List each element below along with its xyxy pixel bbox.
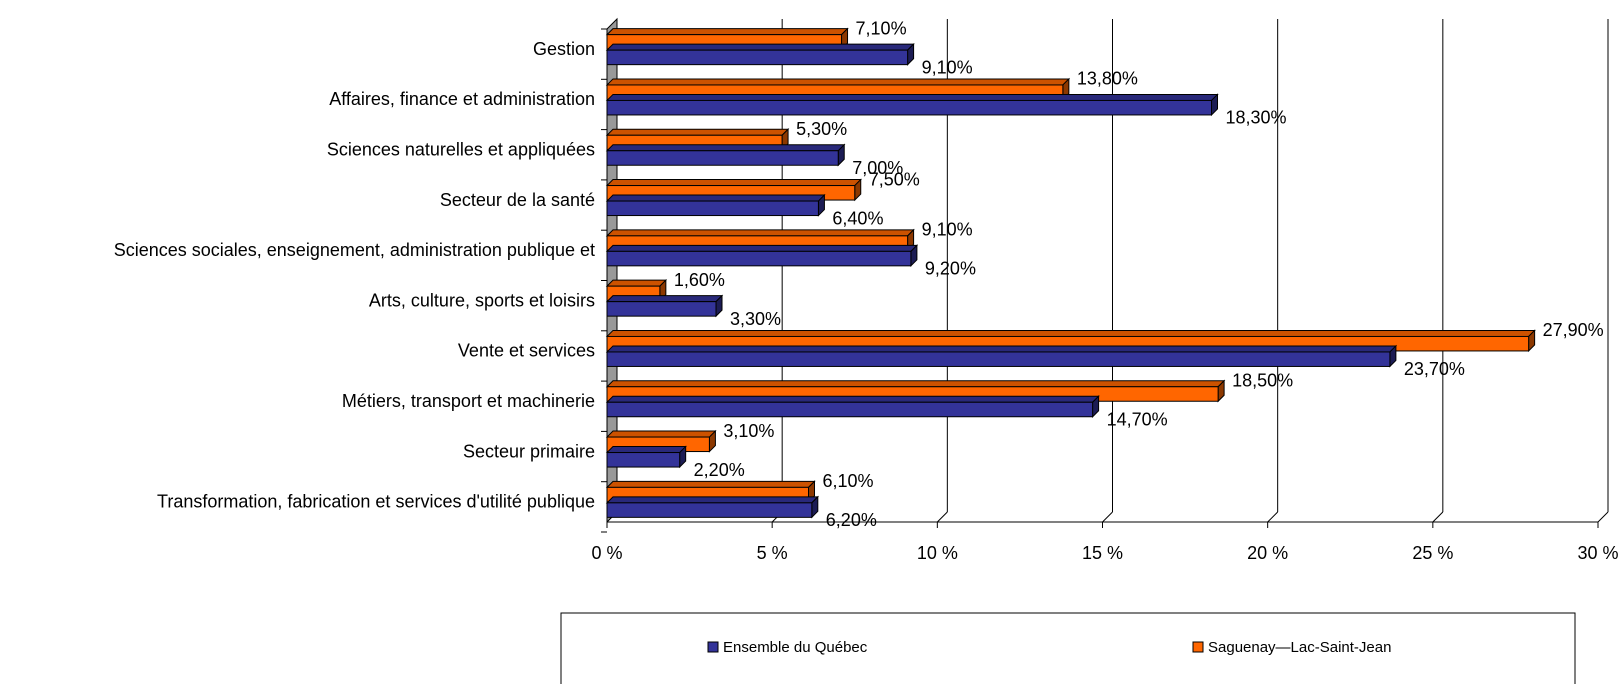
bar-face xyxy=(605,43,915,51)
value-label: 7,50% xyxy=(869,169,920,189)
bar-face xyxy=(605,345,1398,353)
value-label: 7,10% xyxy=(856,18,907,38)
legend-swatch xyxy=(707,641,719,653)
bar-face xyxy=(605,279,668,287)
y-tick-label: Affaires, finance et administration xyxy=(329,89,595,109)
bar-face xyxy=(605,295,724,303)
legend-swatch xyxy=(1192,641,1204,653)
bar-face xyxy=(605,93,1219,101)
value-label: 9,20% xyxy=(925,259,976,279)
bar-face xyxy=(605,244,919,252)
x-tick-label: 30 % xyxy=(1577,543,1618,563)
value-label: 18,50% xyxy=(1232,371,1293,391)
bar-face xyxy=(605,194,826,202)
bar-face xyxy=(605,229,915,237)
value-label: 9,10% xyxy=(922,220,973,240)
bar-face xyxy=(605,380,1226,388)
grid-line xyxy=(1102,511,1113,523)
grid-line xyxy=(936,511,948,523)
value-label: 18,30% xyxy=(1226,108,1287,128)
value-label: 7,00% xyxy=(852,158,903,178)
value-label: 6,10% xyxy=(823,471,874,491)
value-label: 6,20% xyxy=(826,510,877,530)
y-tick-label: Sciences naturelles et appliquées xyxy=(327,140,595,160)
legend-box xyxy=(560,612,1576,684)
y-tick-label: Secteur primaire xyxy=(463,441,595,461)
y-tick-label: Arts, culture, sports et loisirs xyxy=(369,290,595,310)
legend-label: Saguenay—Lac-Saint-Jean xyxy=(1208,639,1391,656)
bar-face xyxy=(606,502,813,518)
value-label: 6,40% xyxy=(832,208,883,228)
bar xyxy=(605,42,915,66)
bar-face xyxy=(605,496,820,504)
y-tick-label: Gestion xyxy=(533,39,595,59)
value-label: 5,30% xyxy=(796,119,847,139)
bar xyxy=(605,143,846,167)
grid-line xyxy=(1432,511,1444,523)
bar-face xyxy=(605,144,846,152)
bar xyxy=(605,344,1398,368)
grid-line xyxy=(1597,511,1609,523)
bar xyxy=(605,193,826,217)
legend-label: Ensemble du Québec xyxy=(723,639,868,656)
bar-face xyxy=(605,128,790,136)
bar-face xyxy=(606,452,681,468)
value-label: 9,10% xyxy=(922,57,973,77)
bar-face xyxy=(605,28,849,36)
bar-face xyxy=(606,150,839,166)
value-label: 13,80% xyxy=(1077,69,1138,89)
value-label: 3,10% xyxy=(723,421,774,441)
bar xyxy=(605,395,1100,418)
y-tick-label: Vente et services xyxy=(458,341,595,361)
y-tick-label: Transformation, fabrication et services … xyxy=(157,492,595,512)
y-tick-label: Métiers, transport et machinerie xyxy=(342,391,595,411)
bar-face xyxy=(606,200,819,217)
bar xyxy=(605,244,919,268)
x-tick-label: 0 % xyxy=(591,543,622,563)
bar xyxy=(605,445,687,469)
bar-face xyxy=(605,78,1071,86)
grid-line xyxy=(1267,511,1279,523)
bar-face xyxy=(606,401,1094,418)
value-label: 2,20% xyxy=(694,460,745,480)
value-label: 23,70% xyxy=(1404,359,1465,379)
x-tick-label: 20 % xyxy=(1247,543,1288,563)
value-label: 1,60% xyxy=(674,270,725,290)
bar-face xyxy=(605,395,1100,403)
bar-face xyxy=(606,351,1391,367)
bar-face xyxy=(605,329,1536,337)
bar xyxy=(605,495,820,519)
bar-face xyxy=(605,480,816,488)
value-label: 14,70% xyxy=(1107,410,1168,430)
x-tick-label: 10 % xyxy=(917,543,958,563)
bar-face xyxy=(606,250,912,267)
x-tick-label: 5 % xyxy=(757,543,788,563)
bar-face xyxy=(605,430,717,438)
value-label: 3,30% xyxy=(730,309,781,329)
bar-face xyxy=(605,446,687,454)
bar xyxy=(605,93,1219,117)
bar-face xyxy=(606,49,909,66)
value-label: 27,90% xyxy=(1543,320,1604,340)
bar-face xyxy=(606,301,717,317)
bar-face xyxy=(605,179,862,187)
y-tick-label: Secteur de la santé xyxy=(440,190,595,210)
y-tick-label: Sciences sociales, enseignement, adminis… xyxy=(114,240,595,260)
bar-face xyxy=(606,99,1213,116)
x-tick-label: 25 % xyxy=(1412,543,1453,563)
x-tick-label: 15 % xyxy=(1082,543,1123,563)
bar xyxy=(605,294,724,318)
